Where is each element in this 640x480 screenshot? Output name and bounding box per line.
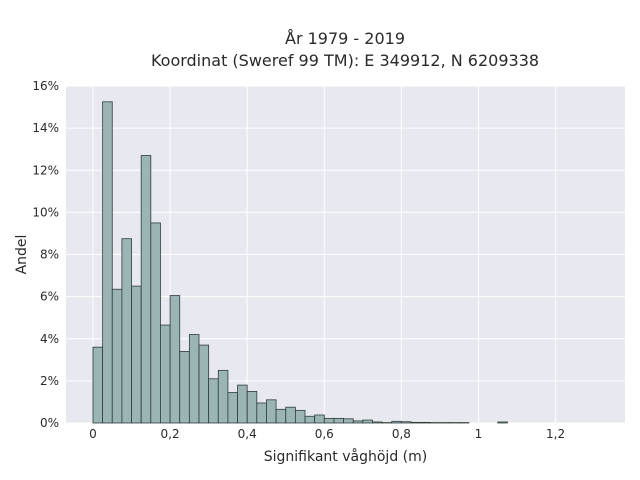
histogram-bar bbox=[304, 415, 316, 424]
histogram-bar bbox=[237, 384, 248, 424]
histogram-bar bbox=[400, 421, 412, 424]
chart-title-line-1: År 1979 - 2019 bbox=[285, 29, 405, 48]
histogram-bar bbox=[391, 420, 402, 424]
histogram-bar bbox=[246, 391, 258, 424]
histogram-bar bbox=[497, 421, 508, 424]
histogram-bars bbox=[92, 101, 508, 424]
histogram-bar bbox=[188, 334, 200, 424]
histogram-bar bbox=[275, 408, 287, 424]
x-tick-label: 1 bbox=[475, 427, 483, 441]
histogram-bar bbox=[131, 285, 142, 424]
histogram-bar bbox=[169, 295, 181, 424]
histogram-bar bbox=[372, 421, 383, 424]
histogram-bar bbox=[160, 324, 171, 424]
y-tick-label: 16% bbox=[32, 79, 59, 93]
y-tick-label: 14% bbox=[32, 121, 59, 135]
x-tick-label: 0,2 bbox=[161, 427, 180, 441]
histogram-bar bbox=[266, 399, 277, 424]
histogram-bar bbox=[140, 155, 152, 424]
histogram-bar bbox=[410, 421, 422, 424]
histogram-bar bbox=[323, 417, 335, 424]
x-axis-title: Signifikant våghöjd (m) bbox=[264, 448, 427, 465]
x-axis-ticks: 0 0,2 0,4 0,6 0,8 1 1,2 bbox=[89, 427, 565, 441]
y-tick-label: 0% bbox=[40, 416, 59, 430]
y-tick-label: 6% bbox=[40, 290, 59, 304]
histogram-bar bbox=[198, 344, 210, 424]
histogram-bar bbox=[333, 417, 344, 424]
histogram-bar bbox=[362, 419, 373, 424]
histogram-bar bbox=[102, 101, 113, 424]
y-tick-label: 12% bbox=[32, 163, 59, 177]
histogram-bar bbox=[217, 369, 229, 424]
histogram-bar bbox=[227, 392, 238, 424]
histogram-bar bbox=[121, 238, 132, 424]
y-axis-title: Andel bbox=[14, 235, 30, 275]
y-tick-label: 2% bbox=[40, 374, 59, 388]
histogram-bar bbox=[352, 420, 364, 424]
x-tick-label: 0,6 bbox=[315, 427, 334, 441]
x-tick-label: 0,4 bbox=[238, 427, 257, 441]
histogram-bar bbox=[208, 378, 219, 424]
histogram-bar bbox=[92, 346, 104, 424]
chart-title-line-2: Koordinat (Sweref 99 TM): E 349912, N 62… bbox=[150, 51, 540, 70]
histogram-bar bbox=[343, 418, 354, 424]
y-tick-label: 4% bbox=[40, 332, 59, 346]
histogram-bar bbox=[294, 409, 306, 424]
histogram-bar bbox=[256, 402, 267, 424]
histogram-bar bbox=[420, 421, 431, 424]
histogram-bar bbox=[111, 288, 123, 424]
histogram-bar bbox=[285, 406, 296, 424]
y-axis-ticks: 0% 2% 4% 6% 8% 10% 12% 14% 16% bbox=[32, 79, 59, 430]
y-tick-label: 8% bbox=[40, 248, 59, 262]
histogram-bar bbox=[150, 222, 161, 424]
x-tick-label: 1,2 bbox=[546, 427, 565, 441]
x-tick-label: 0 bbox=[89, 427, 97, 441]
histogram-bar bbox=[314, 414, 325, 424]
histogram-bar bbox=[179, 350, 190, 424]
x-tick-label: 0,8 bbox=[392, 427, 411, 441]
y-tick-label: 10% bbox=[32, 205, 59, 219]
